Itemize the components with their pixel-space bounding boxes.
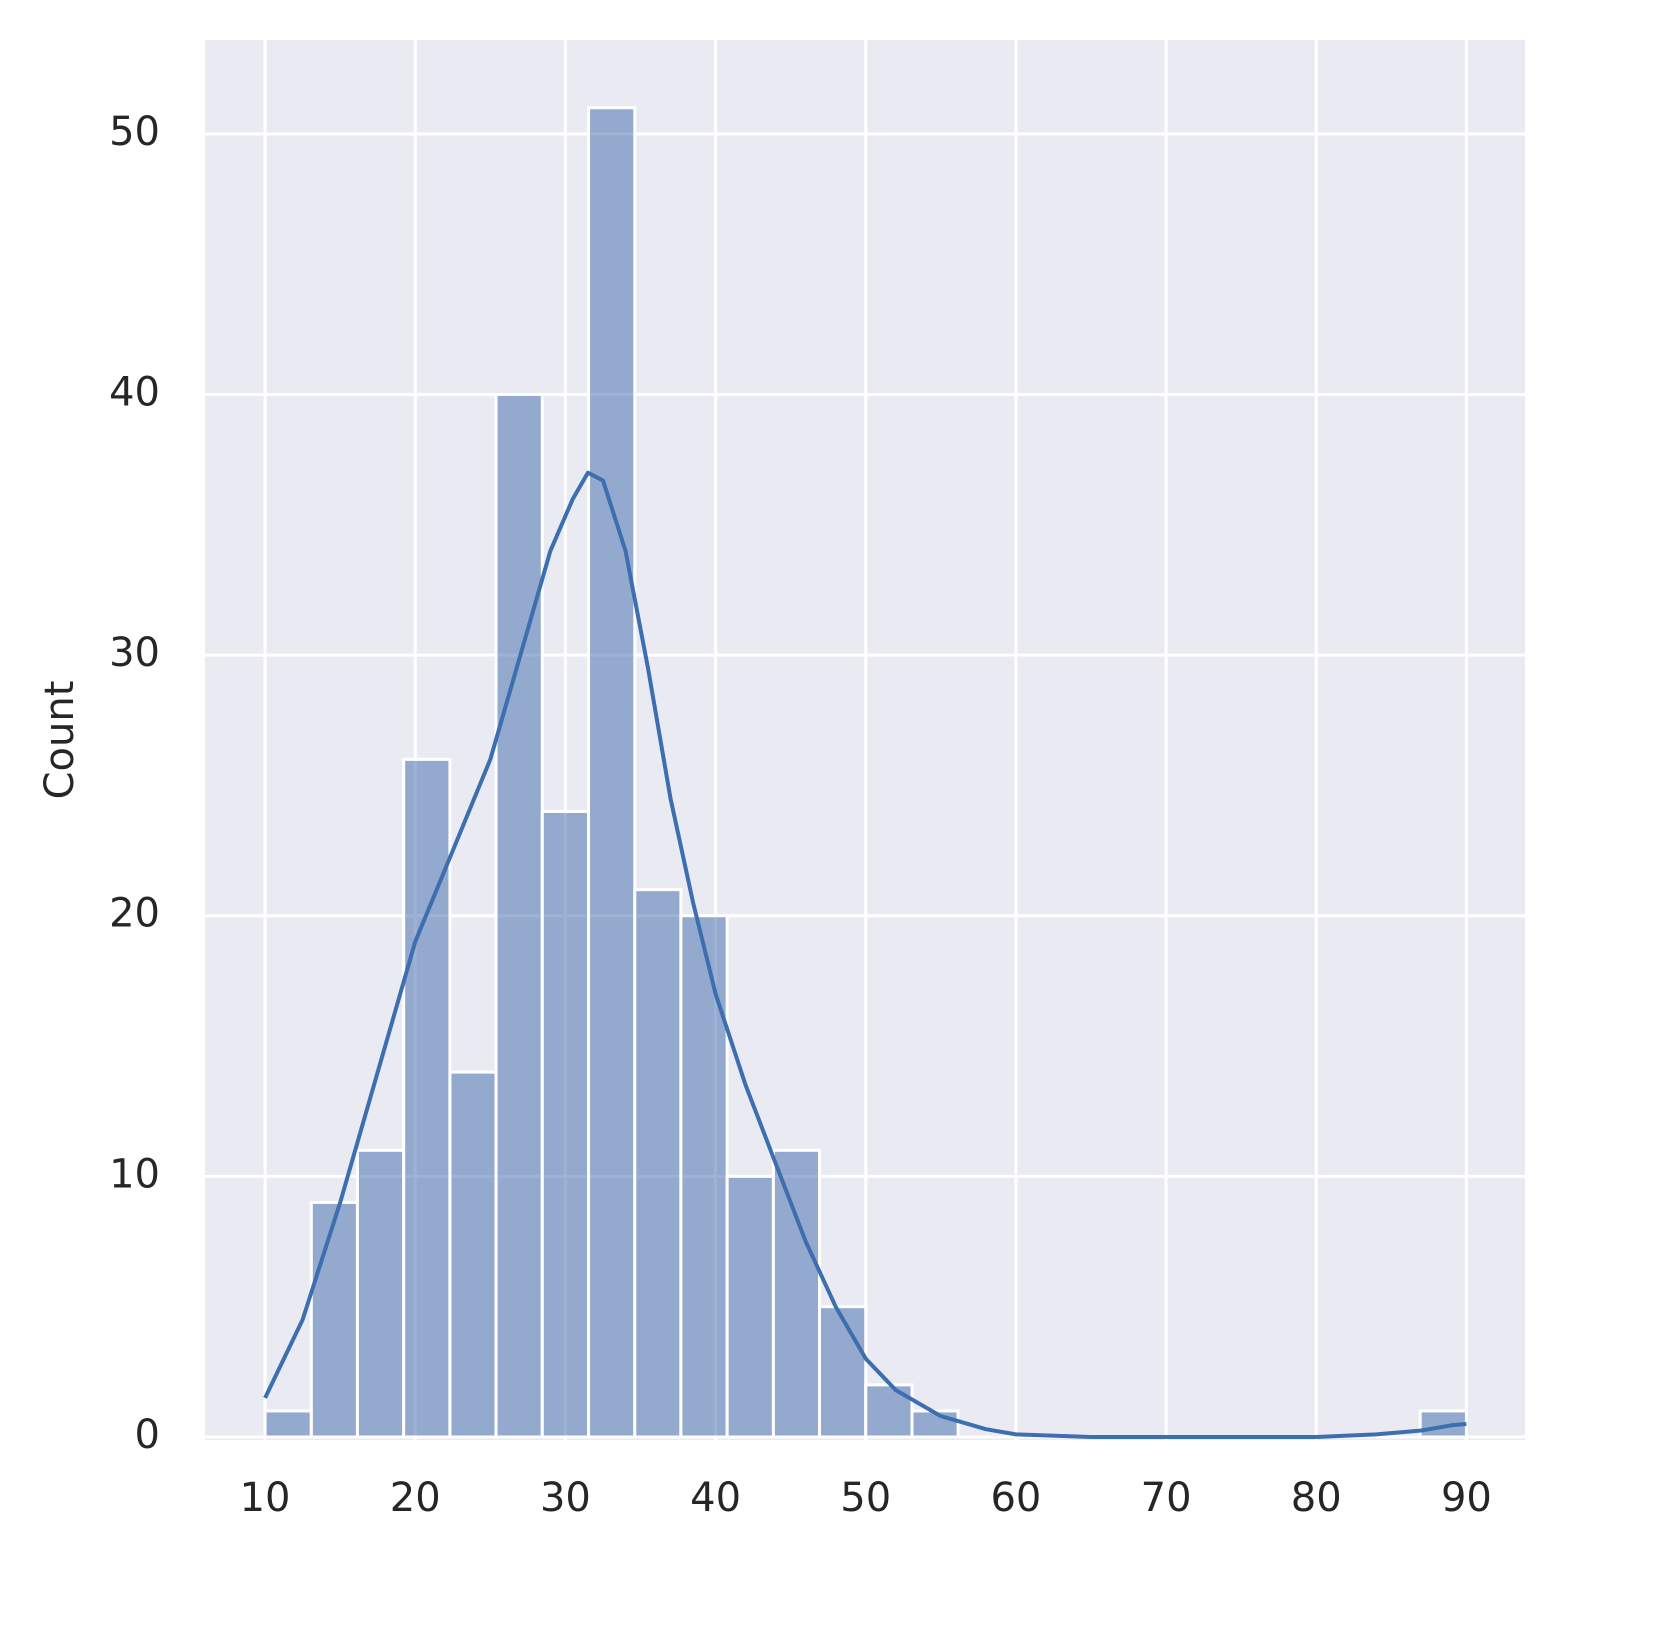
bar — [263, 1409, 313, 1439]
bar — [448, 1070, 498, 1439]
kde-line — [263, 470, 1467, 1439]
x-tick-label: 20 — [390, 1475, 441, 1521]
y-tick-label: 10 — [109, 1151, 160, 1197]
x-tick-label: 50 — [840, 1475, 891, 1521]
y-tick-label: 0 — [135, 1412, 160, 1458]
x-tick-label: 60 — [990, 1475, 1041, 1521]
x-tick-label: 40 — [690, 1475, 741, 1521]
x-tick-label: 30 — [540, 1475, 591, 1521]
x-tick-label: 70 — [1141, 1475, 1192, 1521]
bar — [402, 757, 452, 1439]
x-tick-label: 80 — [1291, 1475, 1342, 1521]
bar — [309, 1200, 359, 1439]
bar — [679, 914, 729, 1439]
bar — [817, 1305, 868, 1439]
x-tick-label: 90 — [1441, 1475, 1492, 1521]
bar — [725, 1174, 775, 1439]
bar — [864, 1383, 914, 1439]
y-tick-label: 20 — [109, 891, 160, 937]
x-tick-label: 10 — [240, 1475, 291, 1521]
bar — [494, 392, 544, 1439]
bar — [633, 888, 683, 1439]
y-axis-label: Count — [37, 681, 83, 800]
y-tick-label: 40 — [109, 369, 160, 415]
y-tick-label: 30 — [109, 630, 160, 676]
bar — [587, 106, 637, 1439]
bar — [540, 809, 591, 1439]
bar — [355, 1148, 406, 1439]
bar — [771, 1148, 821, 1439]
y-tick-label: 50 — [109, 109, 160, 155]
